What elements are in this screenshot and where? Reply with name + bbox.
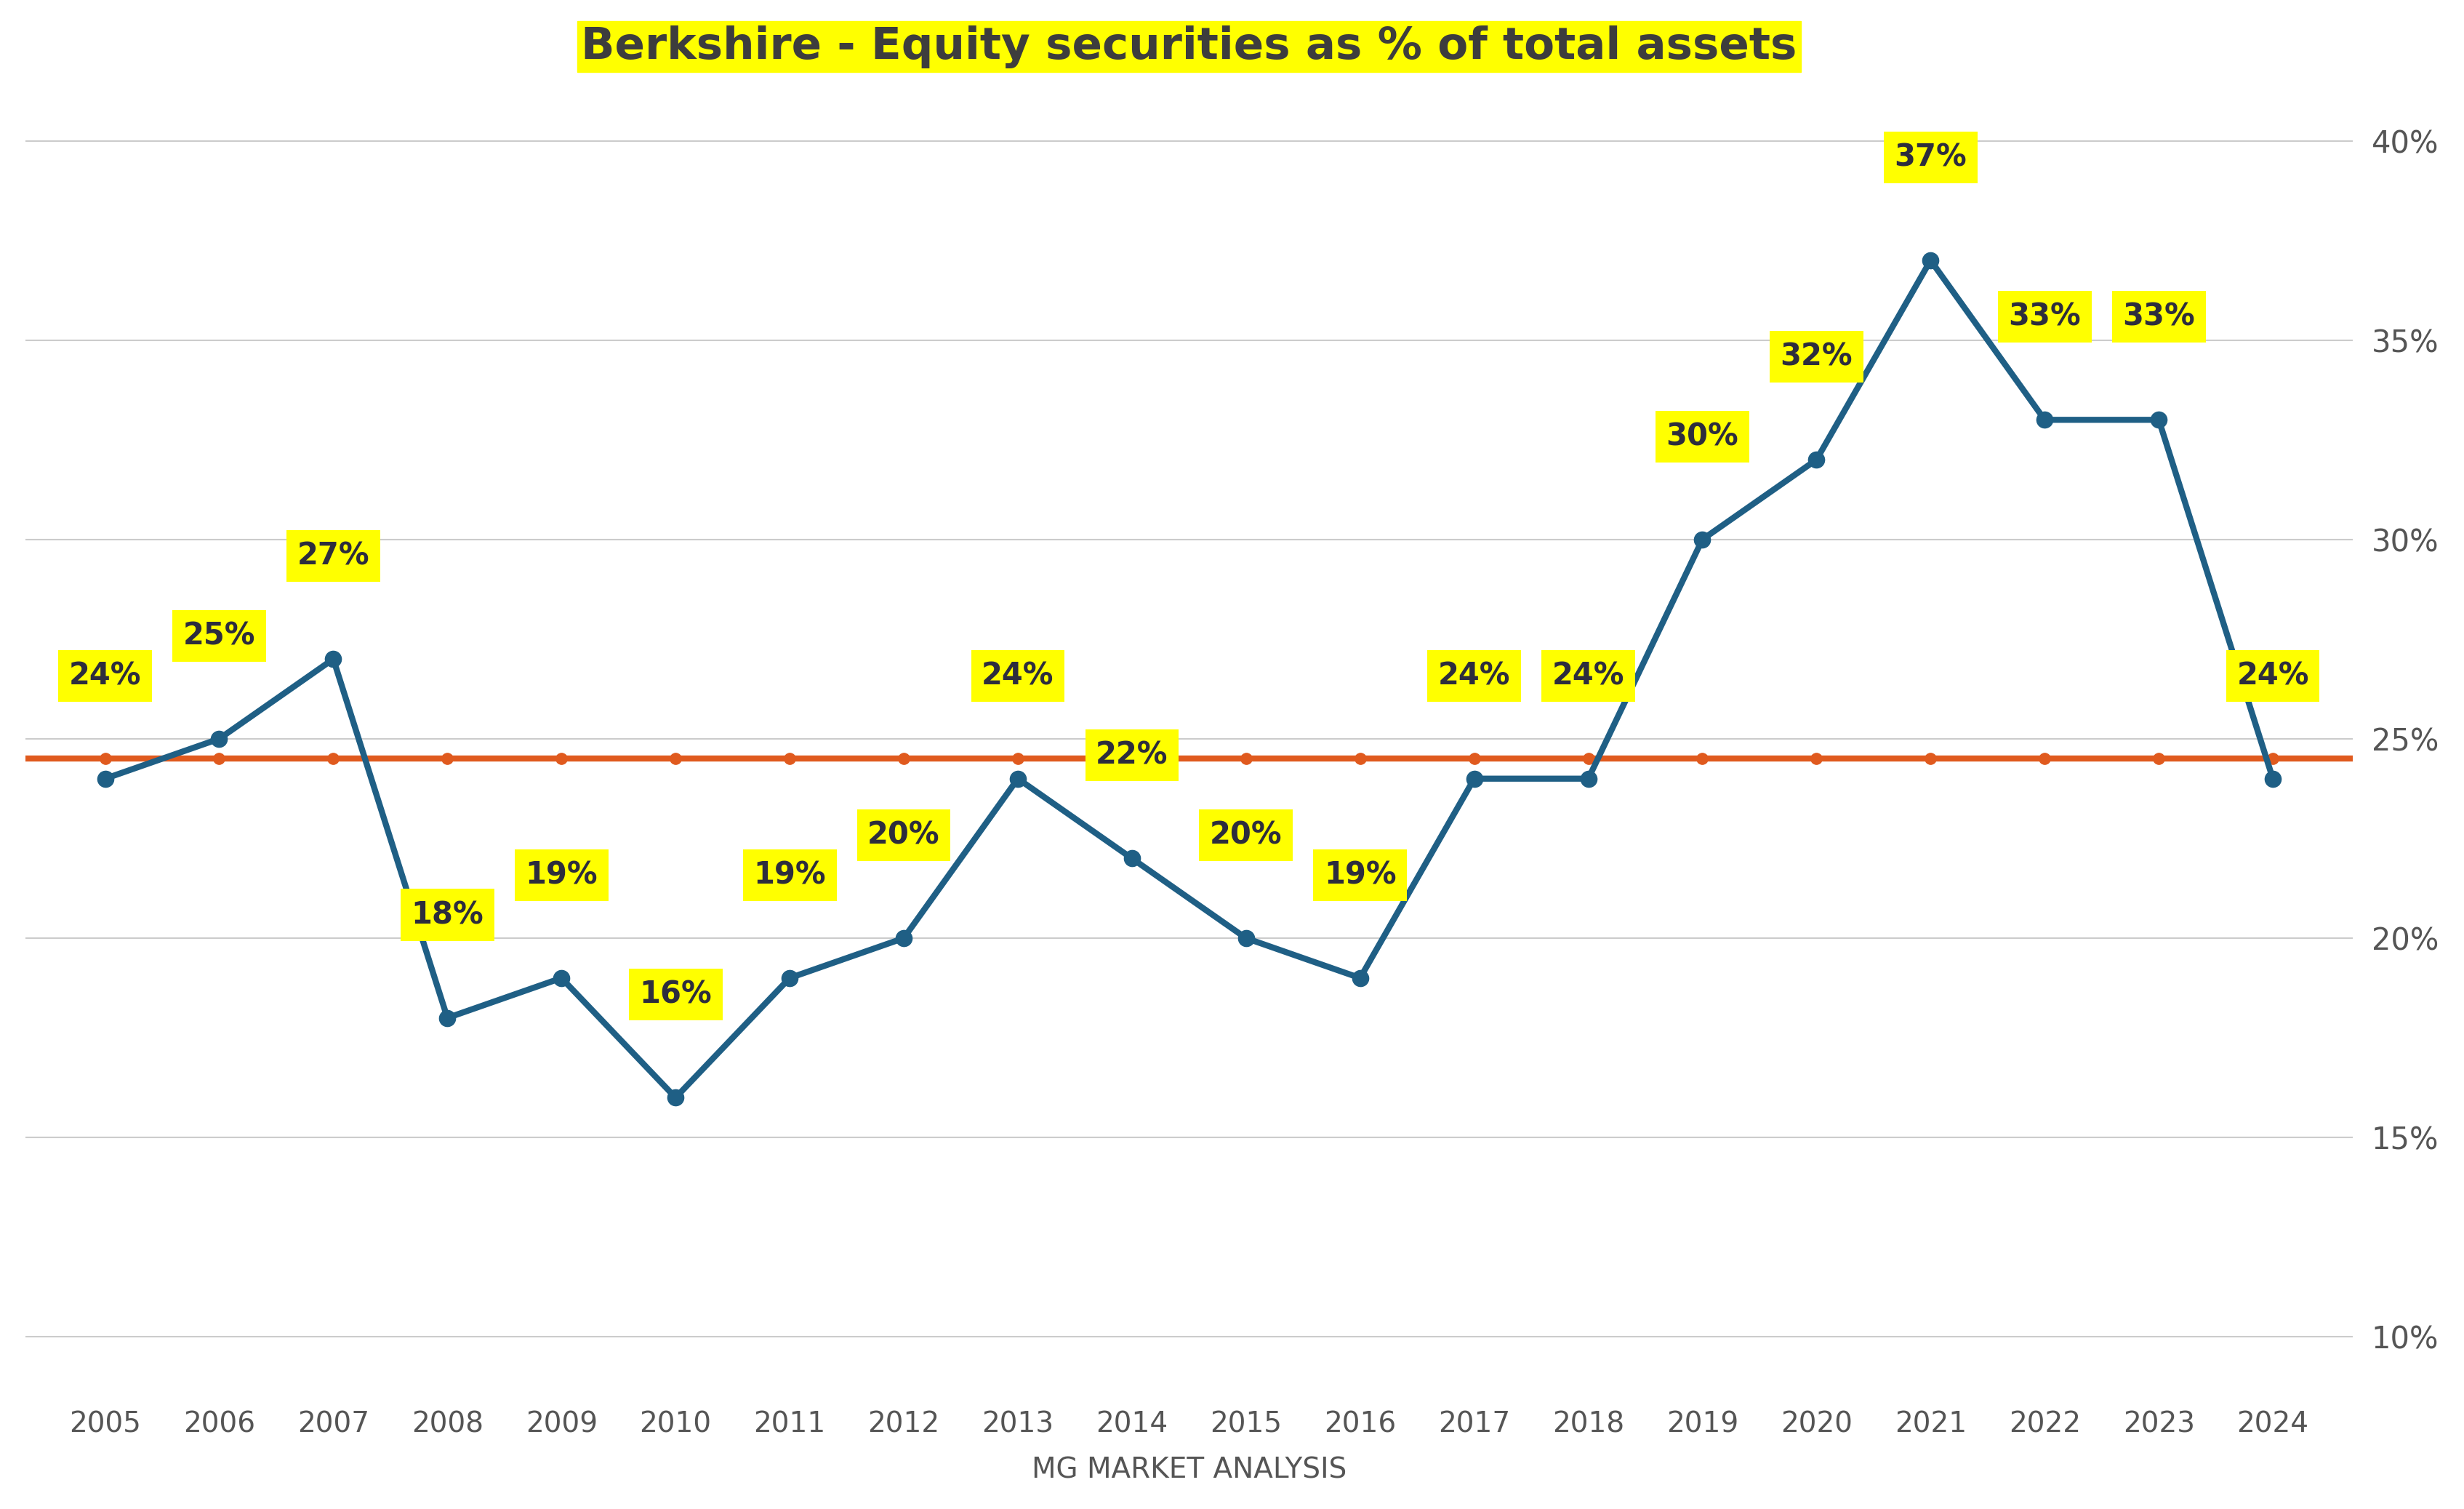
Text: 16%: 16% [638, 979, 712, 1010]
Text: 20%: 20% [867, 819, 939, 851]
Text: 20%: 20% [1210, 819, 1281, 851]
Text: 19%: 19% [754, 860, 825, 890]
Text: 24%: 24% [981, 661, 1055, 691]
Text: 18%: 18% [411, 899, 483, 930]
Title: Berkshire - Equity securities as % of total assets: Berkshire - Equity securities as % of to… [582, 26, 1796, 68]
Text: 25%: 25% [182, 620, 256, 650]
Text: 30%: 30% [1666, 421, 1740, 451]
Text: 19%: 19% [1323, 860, 1397, 890]
Text: 24%: 24% [1439, 661, 1510, 691]
X-axis label: MG MARKET ANALYSIS: MG MARKET ANALYSIS [1032, 1456, 1345, 1483]
Text: 24%: 24% [2237, 661, 2309, 691]
Text: 27%: 27% [298, 540, 370, 572]
Text: 33%: 33% [2008, 302, 2082, 332]
Text: 33%: 33% [2122, 302, 2195, 332]
Text: 24%: 24% [1552, 661, 1624, 691]
Text: 24%: 24% [69, 661, 140, 691]
Text: 19%: 19% [525, 860, 599, 890]
Text: 32%: 32% [1781, 341, 1853, 373]
Text: 37%: 37% [1895, 142, 1966, 172]
Text: 22%: 22% [1096, 739, 1168, 771]
